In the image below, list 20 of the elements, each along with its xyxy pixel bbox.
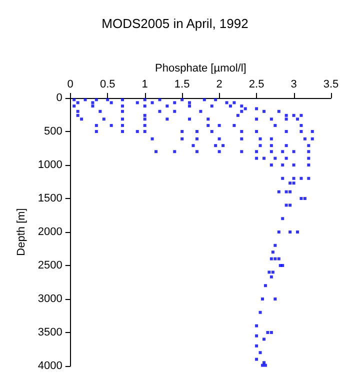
y-tick-label: 500 (44, 126, 62, 138)
y-tick-label: 3000 (38, 293, 62, 305)
x-tick-label: 0.5 (100, 78, 116, 90)
y-tick-label: 1000 (38, 159, 62, 171)
y-tick-label: 2500 (38, 260, 62, 272)
y-tick-label: 3500 (38, 326, 62, 338)
x-axis-title: Phosphate [µmol/l] (155, 62, 246, 75)
y-tick-label: 1500 (38, 192, 62, 204)
y-tick-label: 4000 (38, 360, 62, 372)
y-tick-label: 2000 (38, 226, 62, 238)
x-tick-label: 2 (216, 78, 222, 90)
x-tick-label: 3.5 (323, 78, 339, 90)
x-tick-label: 1 (142, 78, 148, 90)
x-tick-label: 3 (290, 78, 297, 90)
y-axis-title: Depth [m] (16, 208, 28, 256)
chart-title: MODS2005 in April, 1992 (102, 16, 248, 31)
x-tick-label: 1.5 (174, 78, 190, 90)
x-tick-label: 0 (67, 78, 74, 90)
y-tick-label: 0 (56, 92, 62, 104)
x-tick-label: 2.5 (248, 78, 264, 90)
